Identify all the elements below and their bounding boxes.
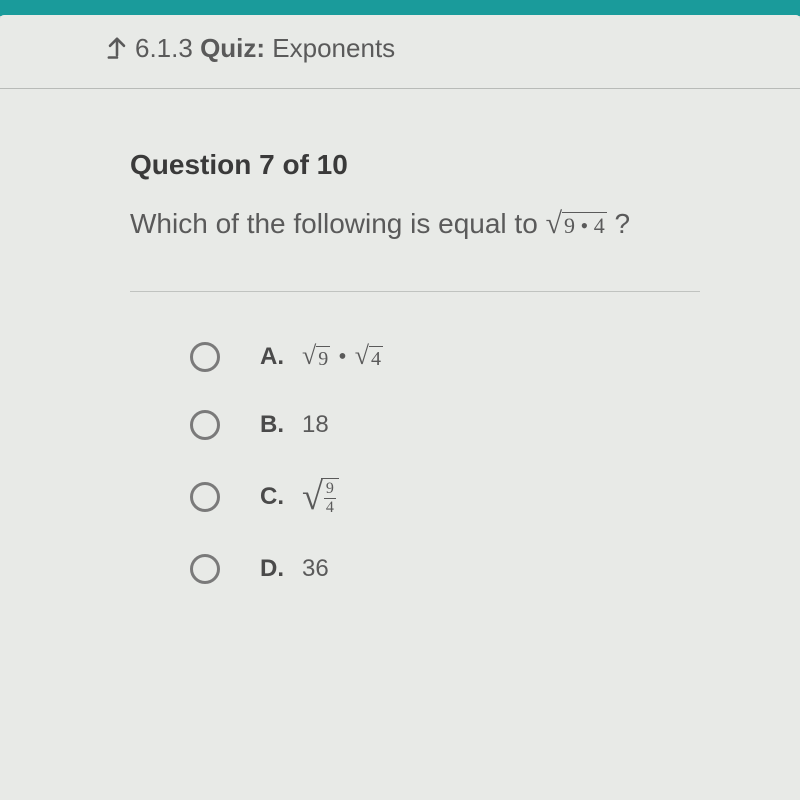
fraction: 9 4: [324, 481, 336, 516]
question-number: Question 7 of 10: [130, 149, 800, 181]
prompt-prefix: Which of the following is equal to: [130, 208, 546, 239]
option-value: 36: [302, 555, 329, 583]
radio-icon[interactable]: [190, 342, 220, 372]
denominator: 4: [326, 499, 334, 516]
sqrt-left: √9: [302, 343, 330, 371]
option-d[interactable]: D. 36: [190, 554, 800, 584]
content-area: Question 7 of 10 Which of the following …: [0, 89, 800, 584]
sqrt-expression: √9 • 4: [546, 207, 607, 241]
quiz-title: Exponents: [272, 33, 395, 63]
radio-icon[interactable]: [190, 554, 220, 584]
option-a[interactable]: A. √9 • √4: [190, 342, 800, 372]
sqrt-right: √4: [355, 343, 383, 371]
dot-operator: •: [338, 344, 346, 370]
option-b[interactable]: B. 18: [190, 410, 800, 440]
options-list: A. √9 • √4 B. 18 C. √: [130, 342, 800, 584]
numerator: 9: [324, 481, 336, 499]
back-arrow-icon[interactable]: [103, 33, 131, 66]
question-prompt: Which of the following is equal to √9 • …: [130, 207, 800, 241]
option-letter: D.: [260, 555, 286, 583]
quiz-label: Quiz:: [200, 33, 265, 63]
section-number: 6.1.3: [135, 33, 193, 63]
option-letter: B.: [260, 411, 286, 439]
radicand: 9 • 4: [562, 212, 607, 238]
option-value: √ 9 4: [302, 478, 339, 516]
radical-icon: √: [302, 484, 323, 511]
page-title: 6.1.3 Quiz: Exponents: [135, 33, 395, 64]
option-letter: A.: [260, 343, 286, 371]
radical-icon: √: [546, 207, 562, 240]
quiz-panel: 6.1.3 Quiz: Exponents Question 7 of 10 W…: [0, 15, 800, 800]
option-letter: C.: [260, 483, 286, 511]
option-value: 18: [302, 411, 329, 439]
header-bar: 6.1.3 Quiz: Exponents: [0, 15, 800, 89]
prompt-suffix: ?: [615, 208, 631, 239]
radio-icon[interactable]: [190, 410, 220, 440]
divider: [130, 291, 700, 292]
option-value: √9 • √4: [302, 343, 383, 371]
radio-icon[interactable]: [190, 482, 220, 512]
sqrt-fraction: √ 9 4: [302, 478, 339, 516]
option-c[interactable]: C. √ 9 4: [190, 478, 800, 516]
